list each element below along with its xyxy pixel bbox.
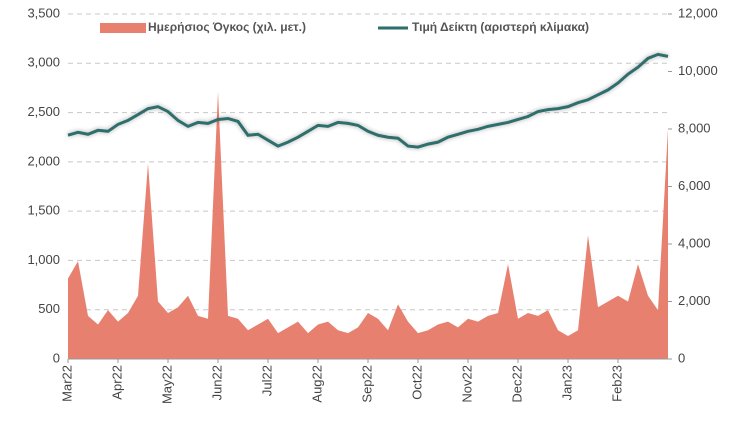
x-tick-label: Dec22 (509, 365, 524, 403)
x-tick-label: Feb23 (609, 365, 624, 402)
index-line (67, 52, 669, 149)
y-tick-label: 2,000 (27, 153, 60, 168)
plot (67, 52, 669, 359)
legend-label: Τιμή Δείκτη (αριστερή κλίμακα) (412, 20, 589, 34)
y2-tick-label: 0 (678, 350, 685, 365)
x-tick-label: Oct22 (409, 365, 424, 400)
x-tick-label: Aug22 (309, 365, 324, 403)
y-tick-label: 1,000 (27, 252, 60, 267)
legend: Ημερήσιος Όγκος (χιλ. μετ.) Τιμή Δείκτη (… (100, 20, 589, 34)
y-tick-label: 3,000 (27, 55, 60, 70)
y-tick-label: 1,500 (27, 203, 60, 218)
y2-tick-label: 12,000 (678, 5, 718, 20)
x-tick-label: Apr22 (109, 365, 124, 400)
x-tick-label: Sep22 (359, 365, 374, 403)
y2-tick-label: 4,000 (678, 235, 711, 250)
y2-tick-label: 2,000 (678, 293, 711, 308)
x-tick-label: May22 (159, 365, 174, 404)
y2-tick-label: 6,000 (678, 178, 711, 193)
x-tick-label: Nov22 (459, 365, 474, 403)
y-tick-label: 500 (38, 301, 60, 316)
x-tick-label: Jul22 (259, 365, 274, 396)
y-tick-label: 2,500 (27, 104, 60, 119)
legend-swatch (100, 23, 146, 33)
y2-tick-label: 8,000 (678, 120, 711, 135)
x-tick-label: Jun22 (209, 365, 224, 400)
x-tick-label: Mar22 (59, 365, 74, 402)
axes: 0 500 1,000 1,500 2,000 2,500 3,000 3,500 0 2,000… (27, 5, 717, 404)
y-tick-label: 3,500 (27, 5, 60, 20)
y2-tick-label: 10,000 (678, 63, 718, 78)
x-tick-label: Jan23 (559, 365, 574, 400)
volume-area (68, 91, 668, 359)
legend-label: Ημερήσιος Όγκος (χιλ. μετ.) (148, 20, 306, 34)
y-tick-label: 0 (53, 350, 60, 365)
